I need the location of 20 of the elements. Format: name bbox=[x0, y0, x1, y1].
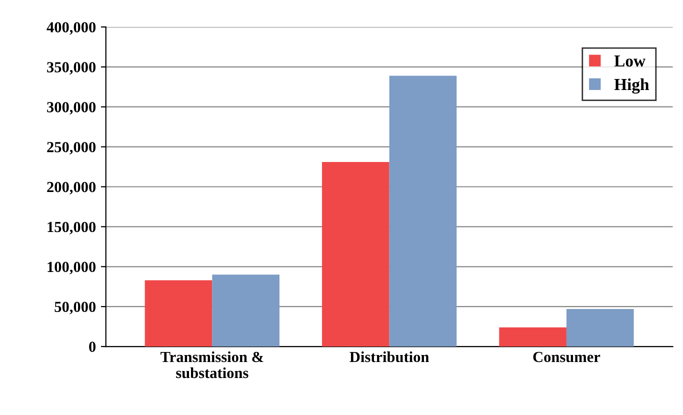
y-tick-label: 200,000 bbox=[47, 182, 96, 194]
y-tick-label: 100,000 bbox=[48, 262, 96, 274]
y-tick-label: 400,000 bbox=[46, 22, 96, 35]
y-tick-label: 300,000 bbox=[47, 102, 96, 115]
y-tick-label: 250,000 bbox=[47, 142, 96, 154]
x-tick-label: Consumer bbox=[533, 352, 600, 362]
bar bbox=[566, 308, 634, 347]
x-tick-label: Transmission & substations bbox=[160, 351, 264, 378]
legend-label: High bbox=[614, 78, 649, 94]
y-tick-label: 350,000 bbox=[47, 62, 96, 75]
bar bbox=[389, 76, 457, 347]
bar bbox=[499, 327, 566, 347]
bar bbox=[144, 280, 212, 347]
y-tick-label: 50,000 bbox=[54, 302, 96, 314]
y-tick-label: 150,000 bbox=[48, 222, 96, 234]
x-tick-label: Distribution bbox=[350, 351, 429, 362]
y-tick-label: 0 bbox=[89, 342, 96, 352]
legend-label: Low bbox=[614, 56, 646, 67]
bar bbox=[212, 274, 280, 347]
bar bbox=[322, 162, 390, 347]
